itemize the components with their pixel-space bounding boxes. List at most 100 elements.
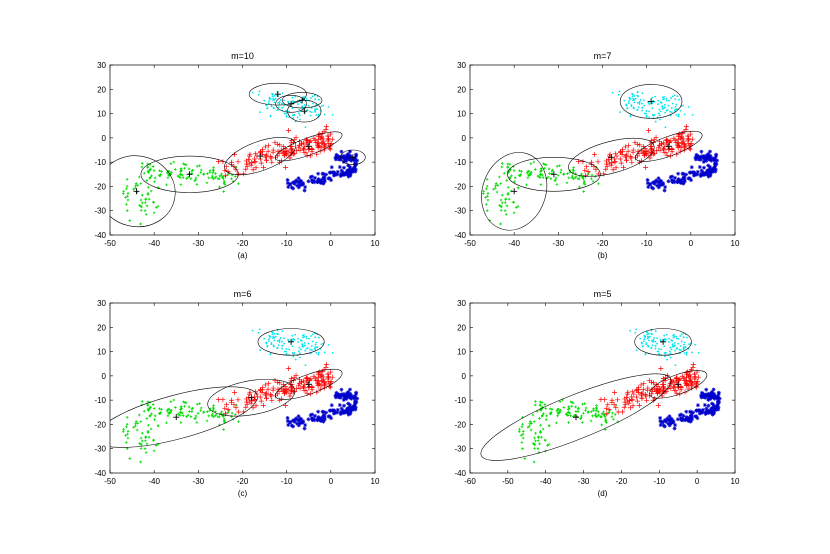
point-blue — [681, 171, 686, 176]
point-blue — [296, 176, 301, 181]
point-red — [232, 389, 238, 395]
y-tick-label: 0 — [462, 372, 467, 381]
point-blue — [346, 152, 351, 157]
point-red — [582, 167, 588, 173]
point-red — [595, 159, 601, 165]
point-green — [537, 436, 540, 439]
component-center — [305, 143, 312, 150]
point-cyan — [276, 329, 279, 332]
point-cyan — [311, 102, 314, 105]
point-blue — [681, 181, 686, 186]
point-blue — [684, 415, 689, 420]
point-blue — [294, 178, 299, 183]
point-blue — [714, 152, 719, 157]
point-red — [274, 141, 280, 147]
point-red — [609, 397, 615, 403]
point-cyan — [285, 348, 288, 350]
point-red — [635, 390, 641, 396]
point-red — [622, 401, 628, 407]
point-blue — [709, 158, 714, 163]
point-green — [194, 176, 198, 180]
point-green — [207, 176, 211, 180]
point-green — [230, 411, 234, 415]
point-green — [506, 162, 510, 166]
axes-box — [469, 302, 736, 474]
point-red — [686, 136, 692, 142]
point-green — [134, 186, 137, 190]
point-cyan — [274, 97, 277, 100]
point-cyan — [281, 330, 284, 333]
point-cyan — [663, 98, 665, 100]
point-green — [183, 404, 186, 408]
point-blue — [678, 416, 683, 421]
point-cyan — [670, 339, 673, 342]
point-blue — [706, 174, 711, 179]
point-blue — [689, 165, 694, 170]
point-cyan — [683, 341, 686, 344]
point-green — [520, 441, 524, 444]
point-blue — [315, 417, 320, 422]
point-cyan — [641, 102, 643, 105]
point-green — [538, 173, 542, 176]
point-green — [555, 164, 559, 168]
panel-caption: (c) — [238, 489, 248, 498]
point-red — [603, 158, 609, 164]
point-cyan — [272, 337, 274, 340]
point-blue — [353, 400, 358, 405]
point-red — [243, 166, 249, 172]
point-red — [289, 386, 295, 392]
y-tick-label: 10 — [97, 110, 106, 119]
point-blue — [346, 390, 351, 395]
point-green — [156, 204, 160, 208]
point-green — [138, 175, 141, 179]
point-green — [506, 193, 510, 196]
point-red — [626, 143, 632, 149]
point-cyan — [273, 94, 276, 97]
point-blue — [321, 413, 326, 418]
point-blue — [348, 149, 353, 154]
point-blue — [673, 175, 678, 180]
point-green — [595, 415, 598, 419]
point-cyan — [291, 107, 294, 110]
point-blue — [689, 409, 694, 414]
point-cyan — [677, 337, 680, 340]
point-green — [540, 173, 544, 177]
point-blue — [692, 172, 697, 177]
point-blue — [319, 418, 324, 423]
point-cyan — [633, 94, 636, 97]
point-green — [567, 408, 570, 411]
point-blue — [324, 172, 329, 177]
point-green — [152, 438, 156, 442]
point-cyan — [659, 110, 662, 113]
point-red — [325, 133, 331, 139]
point-green — [539, 409, 543, 412]
point-cyan — [643, 334, 646, 337]
point-green — [140, 400, 144, 403]
point-green — [596, 410, 600, 413]
point-blue — [665, 417, 670, 422]
point-cyan — [323, 351, 326, 354]
point-cyan — [633, 101, 636, 104]
point-blue — [333, 395, 338, 400]
point-blue — [324, 410, 329, 415]
point-green — [485, 209, 489, 212]
point-cyan — [292, 99, 295, 102]
point-red — [299, 141, 305, 147]
point-red — [323, 361, 329, 367]
component-center — [675, 381, 682, 388]
point-red — [661, 381, 667, 387]
point-green — [543, 403, 547, 406]
point-green — [169, 411, 172, 414]
point-green — [574, 175, 578, 179]
point-green — [211, 171, 215, 175]
point-red — [287, 153, 293, 159]
point-blue — [679, 180, 684, 185]
point-blue — [320, 415, 325, 420]
point-green — [158, 412, 162, 416]
y-tick-label: -30 — [454, 207, 466, 216]
point-green — [556, 411, 560, 415]
component-center — [665, 143, 672, 150]
point-green — [549, 412, 553, 416]
point-red — [650, 380, 656, 386]
